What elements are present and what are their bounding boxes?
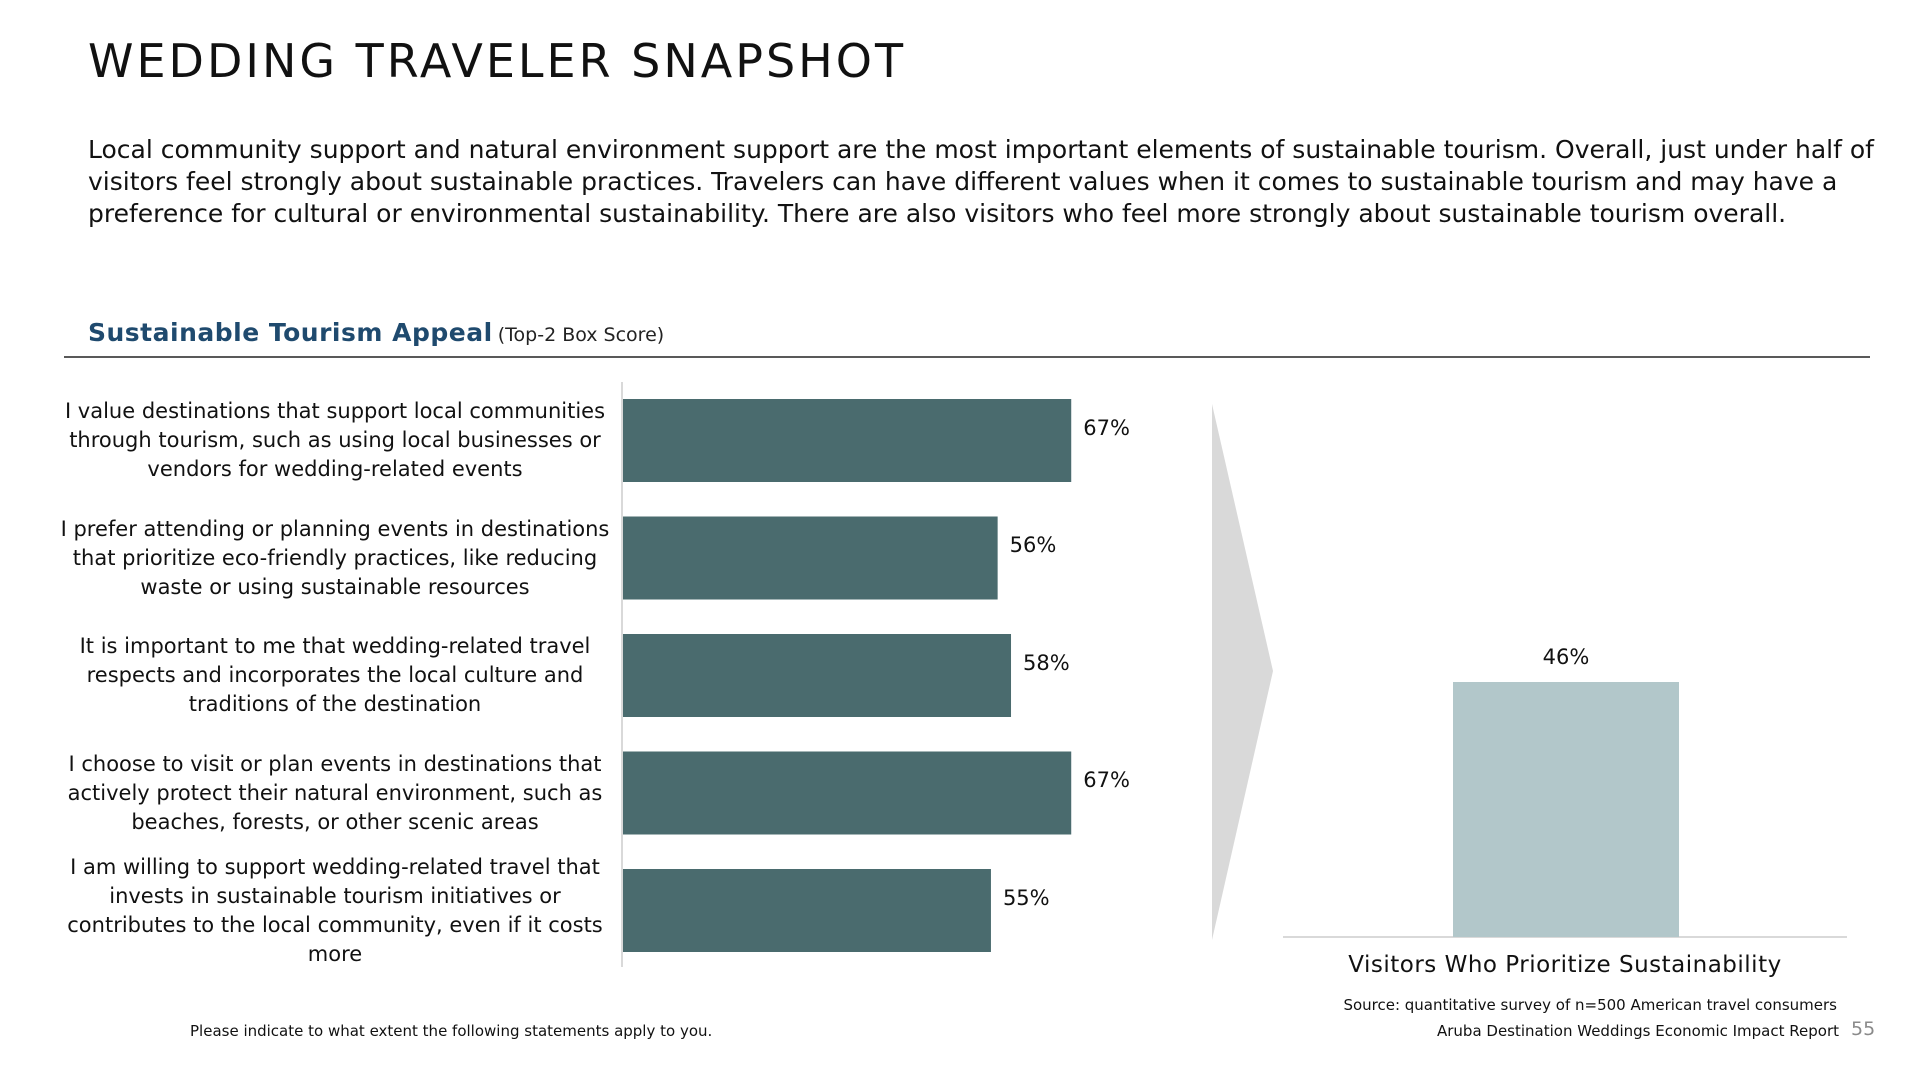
bar-visitors-prioritize: [1453, 682, 1679, 937]
report-name: Aruba Destination Weddings Economic Impa…: [1436, 1022, 1839, 1040]
value-label: 67%: [1083, 415, 1130, 440]
category-label: I choose to visit or plan events in dest…: [67, 751, 603, 834]
section-divider: [64, 356, 1870, 358]
category-label: I am willing to support wedding-related …: [67, 854, 603, 966]
survey-question: Please indicate to what extent the follo…: [190, 1022, 713, 1040]
bar-1: [623, 399, 1072, 482]
category-label: I prefer attending or planning events in…: [60, 516, 610, 599]
bar-5: [623, 869, 991, 952]
right-value-label: 46%: [1542, 645, 1590, 669]
value-label: 56%: [1009, 533, 1057, 557]
page-number: 55: [1851, 1018, 1876, 1040]
bar-2: [623, 516, 998, 600]
bar-4: [623, 751, 1072, 835]
bar-3: [623, 634, 1012, 717]
section-heading: Sustainable Tourism Appeal (Top-2 Box Sc…: [88, 318, 664, 347]
section-note: (Top-2 Box Score): [497, 324, 665, 346]
section-title: Sustainable Tourism Appeal: [88, 318, 493, 347]
category-label: I value destinations that support local …: [64, 399, 606, 481]
right-category-label: Visitors Who Prioritize Sustainability: [1348, 952, 1782, 978]
source-note: Source: quantitative survey of n=500 Ame…: [1343, 996, 1837, 1014]
category-label: It is important to me that wedding-relat…: [79, 634, 591, 716]
value-label: 58%: [1023, 650, 1070, 675]
right-bar-series: [1453, 682, 1679, 937]
value-label: 55%: [1002, 885, 1050, 910]
intro-paragraph: Local community support and natural envi…: [88, 135, 1874, 228]
value-label: 67%: [1083, 768, 1130, 792]
left-bar-series: [623, 399, 1072, 952]
page-title: WEDDING TRAVELER SNAPSHOT: [88, 34, 907, 88]
arrow-chevron: [1212, 404, 1273, 940]
